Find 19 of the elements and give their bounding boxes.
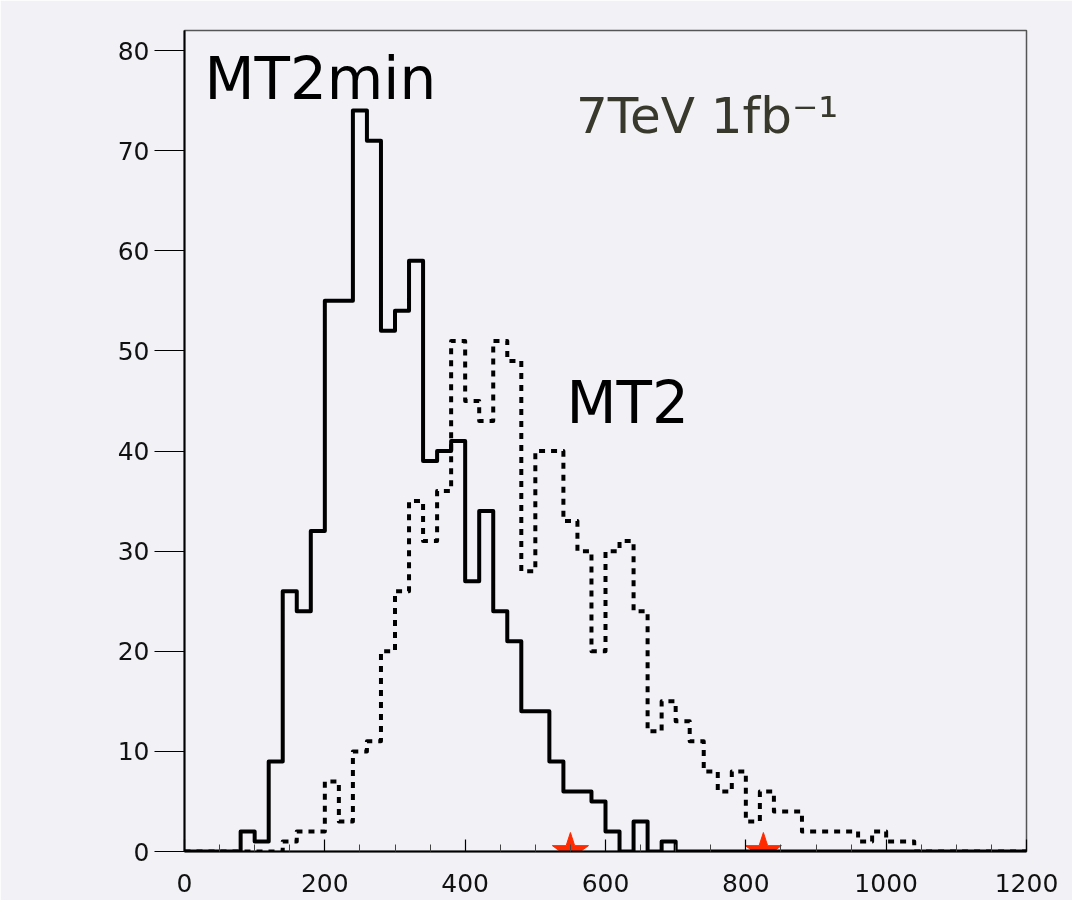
y-tick-label: 10 <box>117 737 150 767</box>
y-tick-label: 40 <box>117 437 150 467</box>
annotation: 7TeV 1fb⁻¹ <box>576 87 839 146</box>
x-tick-label: 800 <box>721 868 770 898</box>
y-tick-label: 20 <box>117 637 150 667</box>
y-tick-label: 0 <box>133 837 150 867</box>
x-tick-label: 400 <box>441 868 490 898</box>
x-tick-label: 0 <box>176 868 193 898</box>
series-label: MT2 <box>566 368 689 437</box>
y-tick-label: 30 <box>117 537 150 567</box>
x-tick-label: 600 <box>581 868 630 898</box>
y-tick-label: 80 <box>117 36 150 66</box>
x-tick-label: 200 <box>300 868 349 898</box>
y-tick-label: 50 <box>117 336 150 366</box>
x-tick-label: 1200 <box>994 868 1059 898</box>
x-tick-label: 1000 <box>854 868 918 898</box>
y-tick-label: 70 <box>117 136 150 166</box>
legend-label: MT2min <box>204 44 437 113</box>
y-tick-label: 60 <box>117 236 150 266</box>
